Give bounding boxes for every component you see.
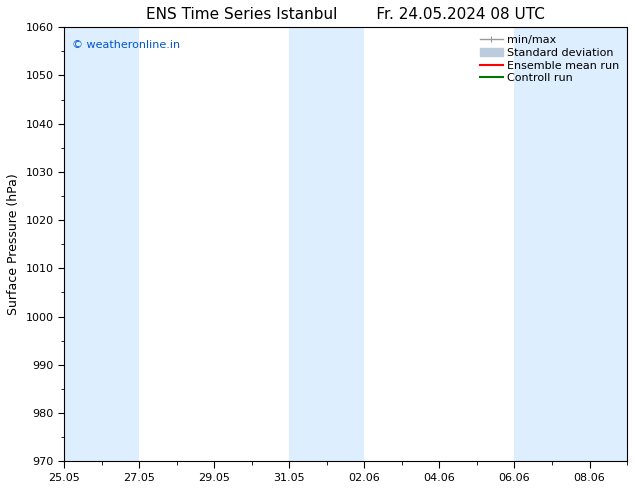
Bar <box>289 27 365 461</box>
Title: ENS Time Series Istanbul        Fr. 24.05.2024 08 UTC: ENS Time Series Istanbul Fr. 24.05.2024 … <box>146 7 545 22</box>
Text: © weatheronline.in: © weatheronline.in <box>72 40 181 50</box>
Bar <box>64 27 139 461</box>
Bar <box>514 27 590 461</box>
Bar <box>590 27 627 461</box>
Legend: min/max, Standard deviation, Ensemble mean run, Controll run: min/max, Standard deviation, Ensemble me… <box>478 33 621 86</box>
Y-axis label: Surface Pressure (hPa): Surface Pressure (hPa) <box>7 173 20 315</box>
